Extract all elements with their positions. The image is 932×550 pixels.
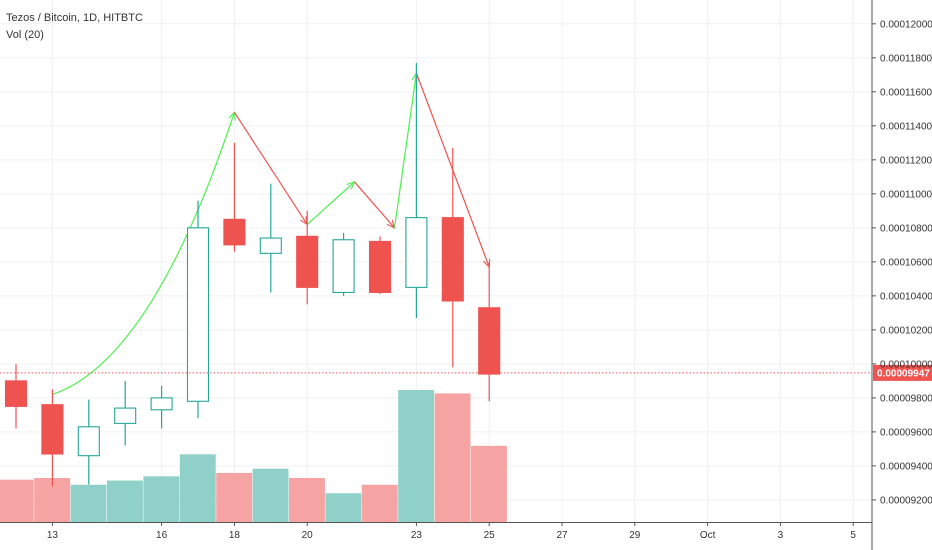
x-tick-label: 3 xyxy=(778,530,784,541)
pattern-line-red xyxy=(233,111,307,224)
pattern-line-green xyxy=(393,73,417,228)
price-axis[interactable]: 0.00009200 0.00009400 0.00009600 0.00009800… xyxy=(871,0,932,550)
y-tick-label: 0.00009800 xyxy=(880,393,932,404)
x-tick-label: 20 xyxy=(302,530,314,541)
candle-down xyxy=(368,240,392,294)
candle-down xyxy=(4,380,28,407)
y-tick-label: 0.00012000 xyxy=(880,19,932,30)
candle-down xyxy=(223,218,246,246)
pattern-line-red xyxy=(354,181,395,228)
volume-bar xyxy=(0,479,34,522)
last-price-line: 0.00009947 xyxy=(0,364,932,381)
y-tick-label: 0.00010400 xyxy=(880,291,932,302)
y-tick-label: 0.00011400 xyxy=(880,121,932,132)
volume-bar xyxy=(107,480,143,522)
candle-down xyxy=(296,235,319,288)
y-tick-label: 0.00009400 xyxy=(880,461,932,472)
pattern-line-green xyxy=(306,182,354,225)
chart-title[interactable]: Tezos / Bitcoin, 1D, HITBTC xyxy=(6,12,143,24)
time-axis[interactable]: 13 16 18 20 23 25 27 29 Oct 3 5 xyxy=(0,522,872,541)
x-tick-label: 27 xyxy=(556,530,568,541)
volume-bar xyxy=(252,468,289,522)
y-tick-label: 0.00010800 xyxy=(880,223,932,234)
x-tick-label: 18 xyxy=(229,530,241,541)
candle-up xyxy=(405,217,428,288)
pattern-line-green xyxy=(52,112,234,396)
candle-down xyxy=(41,404,64,455)
candles xyxy=(4,62,501,487)
candle-up xyxy=(259,237,282,254)
volume-bar xyxy=(434,393,471,522)
candle-up xyxy=(186,227,210,402)
y-tick-label: 0.00010200 xyxy=(880,325,932,336)
candle-up xyxy=(332,239,355,294)
chart-legend: Tezos / Bitcoin, 1D, HITBTC Vol (20) xyxy=(6,10,143,44)
volume-bars xyxy=(0,390,507,522)
last-price-label: 0.00009947 xyxy=(877,368,930,379)
volume-bar xyxy=(361,484,398,522)
volume-bar xyxy=(325,493,362,522)
y-tick-label: 0.00010000 xyxy=(880,359,932,370)
last-price-tag xyxy=(873,364,932,381)
y-tick-label: 0.00009200 xyxy=(880,495,932,506)
x-tick-label: 29 xyxy=(629,530,641,541)
x-tick-label: Oct xyxy=(700,530,716,541)
x-tick-label: 5 xyxy=(850,530,856,541)
volume-bar xyxy=(143,476,180,522)
candle-up xyxy=(114,407,137,424)
y-tick-label: 0.00011200 xyxy=(880,155,932,166)
x-tick-label: 23 xyxy=(411,530,423,541)
y-tick-label: 0.00011800 xyxy=(880,53,932,64)
pattern-lines xyxy=(52,73,489,396)
y-tick-label: 0.00011000 xyxy=(880,189,932,200)
x-tick-label: 16 xyxy=(156,530,168,541)
grid-lines xyxy=(0,0,872,522)
y-tick-label: 0.00009600 xyxy=(880,427,932,438)
candle-up xyxy=(77,426,100,457)
y-tick-label: 0.00010600 xyxy=(880,257,932,268)
volume-bar xyxy=(179,454,216,522)
volume-bar xyxy=(471,445,507,522)
volume-bar xyxy=(289,478,325,522)
volume-bar xyxy=(398,390,435,522)
x-tick-label: 25 xyxy=(484,530,496,541)
candle-up xyxy=(150,397,173,411)
y-tick-label: 0.00011600 xyxy=(880,87,932,98)
volume-bar xyxy=(70,484,107,522)
candle-down xyxy=(441,217,464,302)
x-tick-label: 13 xyxy=(47,530,59,541)
indicator-label[interactable]: Vol (20) xyxy=(6,29,44,41)
volume-bar xyxy=(216,472,253,522)
candle-down xyxy=(478,307,501,375)
